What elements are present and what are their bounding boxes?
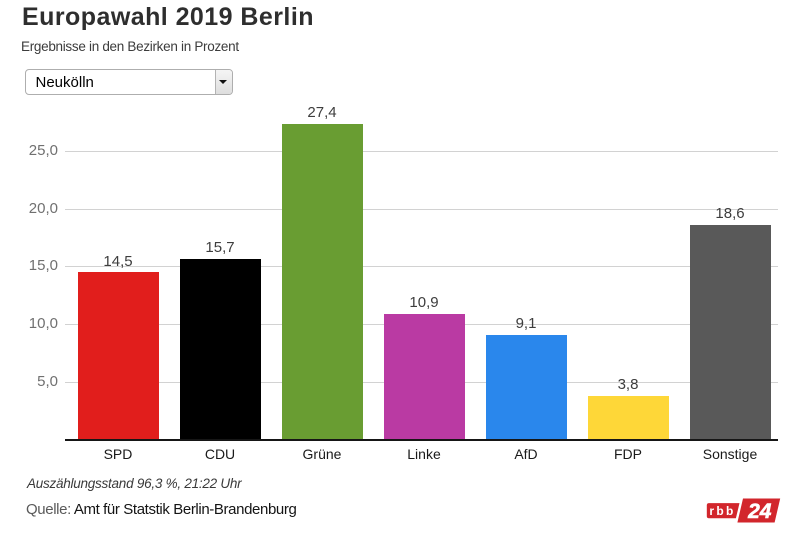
svg-text:rbb: rbb [709,504,735,518]
svg-text:24: 24 [747,500,772,523]
